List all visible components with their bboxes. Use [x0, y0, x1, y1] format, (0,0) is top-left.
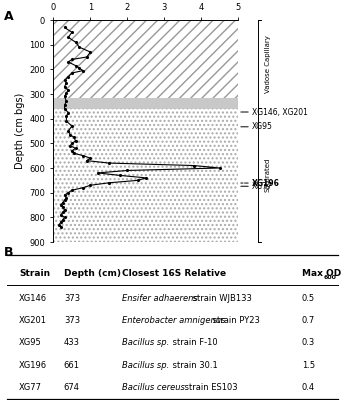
- Text: Saturated: Saturated: [265, 158, 270, 192]
- Text: Depth (cm): Depth (cm): [64, 270, 121, 278]
- Text: strain ES103: strain ES103: [182, 383, 238, 392]
- Text: 373: 373: [64, 316, 80, 325]
- Text: strain PY23: strain PY23: [210, 316, 260, 325]
- Text: 0.5: 0.5: [302, 294, 315, 303]
- Text: XG201: XG201: [19, 316, 47, 325]
- Text: 1.5: 1.5: [302, 360, 315, 370]
- Text: Max OD: Max OD: [302, 270, 341, 278]
- Text: A: A: [3, 10, 13, 23]
- Text: XG146: XG146: [19, 294, 47, 303]
- Text: XG77: XG77: [252, 182, 273, 191]
- Text: Enterobacter amnigenus: Enterobacter amnigenus: [122, 316, 226, 325]
- Text: 0.3: 0.3: [302, 338, 315, 347]
- Text: Closest 16S Relative: Closest 16S Relative: [122, 270, 227, 278]
- Text: Bacillus sp.: Bacillus sp.: [122, 360, 170, 370]
- Text: Vadose Capillary: Vadose Capillary: [265, 35, 270, 93]
- Y-axis label: Depth (cm bgs): Depth (cm bgs): [15, 93, 25, 169]
- Text: 674: 674: [64, 383, 80, 392]
- Text: Ensifer adhaerens: Ensifer adhaerens: [122, 294, 198, 303]
- Text: 0.4: 0.4: [302, 383, 315, 392]
- Text: XG95: XG95: [252, 122, 273, 131]
- Text: XG196: XG196: [252, 178, 280, 188]
- Text: 433: 433: [64, 338, 80, 347]
- Text: 661: 661: [64, 360, 80, 370]
- Text: strain WJB133: strain WJB133: [190, 294, 252, 303]
- Text: XG146, XG201: XG146, XG201: [252, 108, 308, 116]
- Text: 600: 600: [324, 275, 336, 280]
- Text: Bacillus cereus: Bacillus cereus: [122, 383, 185, 392]
- Text: Strain: Strain: [19, 270, 50, 278]
- Text: strain F-10: strain F-10: [170, 338, 218, 347]
- Text: B: B: [3, 246, 13, 259]
- Text: XG95: XG95: [19, 338, 42, 347]
- Text: 373: 373: [64, 294, 80, 303]
- Text: strain 30.1: strain 30.1: [170, 360, 218, 370]
- Text: Bacillus sp.: Bacillus sp.: [122, 338, 170, 347]
- Text: XG196: XG196: [19, 360, 47, 370]
- Text: 0.7: 0.7: [302, 316, 315, 325]
- Text: XG77: XG77: [19, 383, 42, 392]
